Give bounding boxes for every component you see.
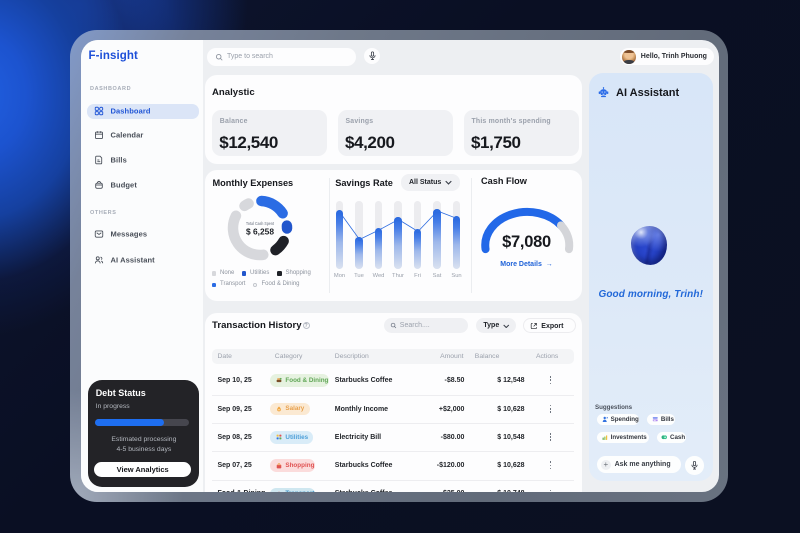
- svg-text:$ 6,258: $ 6,258: [246, 228, 275, 237]
- svg-text:Total Cash Spent: Total Cash Spent: [246, 221, 274, 226]
